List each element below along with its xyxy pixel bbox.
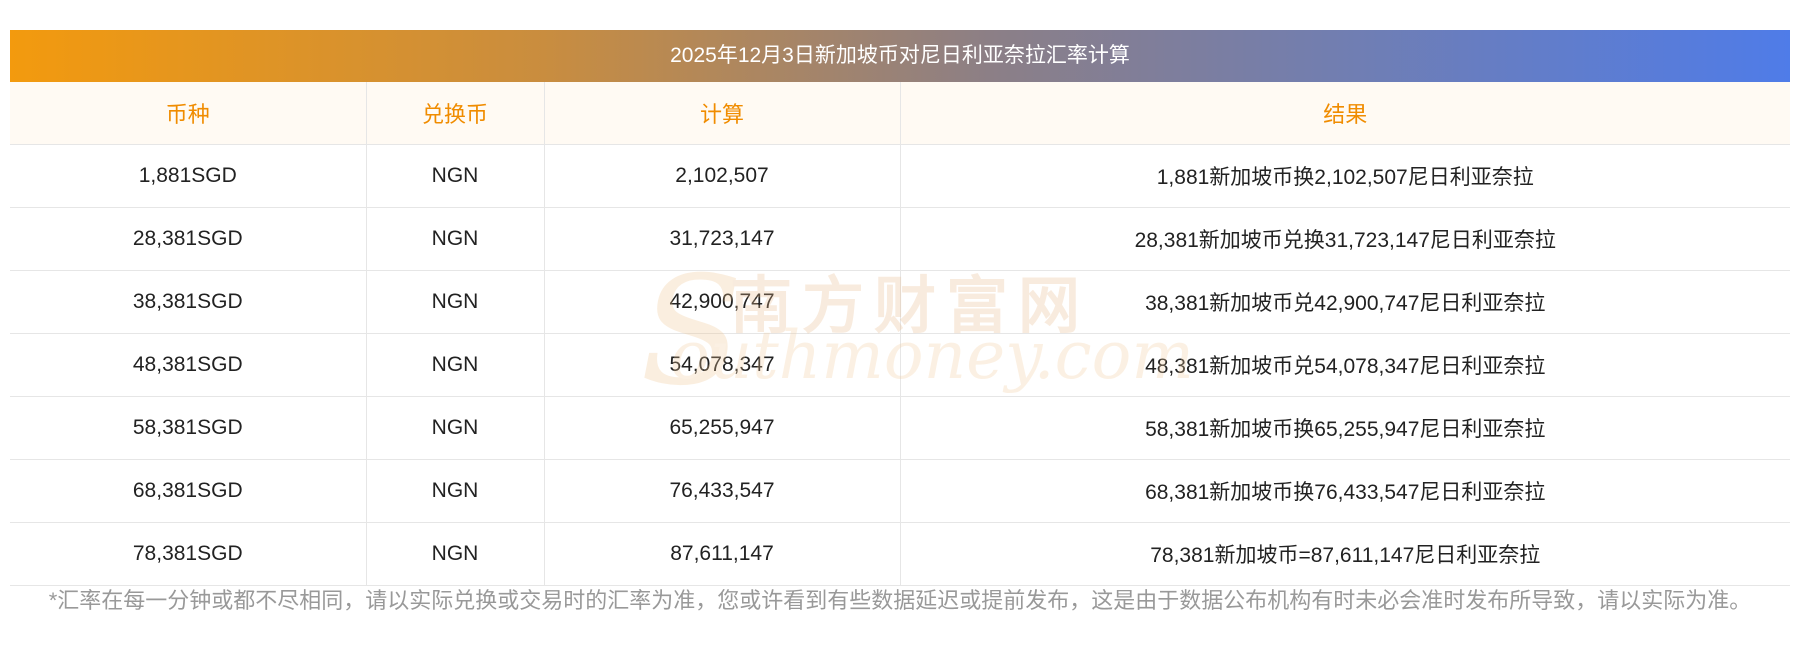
table-title: 2025年12月3日新加坡币对尼日利亚奈拉汇率计算 [10,30,1790,82]
cell-calc: 54,078,347 [544,333,901,397]
cell-result: 1,881新加坡币换2,102,507尼日利亚奈拉 [900,144,1790,208]
header-result: 结果 [900,82,1790,145]
cell-amount: 38,381SGD [10,270,367,334]
cell-calc: 2,102,507 [544,144,901,208]
cell-calc: 31,723,147 [544,207,901,271]
cell-target: NGN [366,396,545,460]
table-row: 38,381SGD NGN 42,900,747 38,381新加坡币兑42,9… [10,270,1790,334]
header-calculation: 计算 [544,82,901,145]
cell-amount: 68,381SGD [10,459,367,523]
table-row: 28,381SGD NGN 31,723,147 28,381新加坡币兑换31,… [10,207,1790,271]
cell-calc: 76,433,547 [544,459,901,523]
cell-target: NGN [366,522,545,586]
cell-amount: 28,381SGD [10,207,367,271]
table-row: 68,381SGD NGN 76,433,547 68,381新加坡币换76,4… [10,459,1790,523]
cell-target: NGN [366,270,545,334]
cell-calc: 42,900,747 [544,270,901,334]
cell-result: 78,381新加坡币=87,611,147尼日利亚奈拉 [900,522,1790,586]
rate-table-container: 2025年12月3日新加坡币对尼日利亚奈拉汇率计算 币种 兑换币 计算 结果 1… [10,30,1790,586]
cell-result: 28,381新加坡币兑换31,723,147尼日利亚奈拉 [900,207,1790,271]
cell-result: 68,381新加坡币换76,433,547尼日利亚奈拉 [900,459,1790,523]
cell-amount: 58,381SGD [10,396,367,460]
cell-amount: 78,381SGD [10,522,367,586]
rate-table: 币种 兑换币 计算 结果 1,881SGD NGN 2,102,507 1,88… [10,82,1790,586]
cell-calc: 65,255,947 [544,396,901,460]
table-row: 48,381SGD NGN 54,078,347 48,381新加坡币兑54,0… [10,333,1790,397]
cell-amount: 48,381SGD [10,333,367,397]
cell-result: 48,381新加坡币兑54,078,347尼日利亚奈拉 [900,333,1790,397]
table-header-row: 币种 兑换币 计算 结果 [10,82,1790,145]
cell-calc: 87,611,147 [544,522,901,586]
cell-amount: 1,881SGD [10,144,367,208]
cell-target: NGN [366,459,545,523]
table-row: 1,881SGD NGN 2,102,507 1,881新加坡币换2,102,5… [10,144,1790,208]
header-currency: 币种 [10,82,367,145]
cell-target: NGN [366,207,545,271]
cell-result: 58,381新加坡币换65,255,947尼日利亚奈拉 [900,396,1790,460]
cell-result: 38,381新加坡币兑42,900,747尼日利亚奈拉 [900,270,1790,334]
disclaimer-note: *汇率在每一分钟或都不尽相同，请以实际兑换或交易时的汇率为准，您或许看到有些数据… [48,588,1752,613]
cell-target: NGN [366,144,545,208]
header-target-currency: 兑换币 [366,82,545,145]
table-row: 78,381SGD NGN 87,611,147 78,381新加坡币=87,6… [10,522,1790,586]
table-row: 58,381SGD NGN 65,255,947 58,381新加坡币换65,2… [10,396,1790,460]
cell-target: NGN [366,333,545,397]
